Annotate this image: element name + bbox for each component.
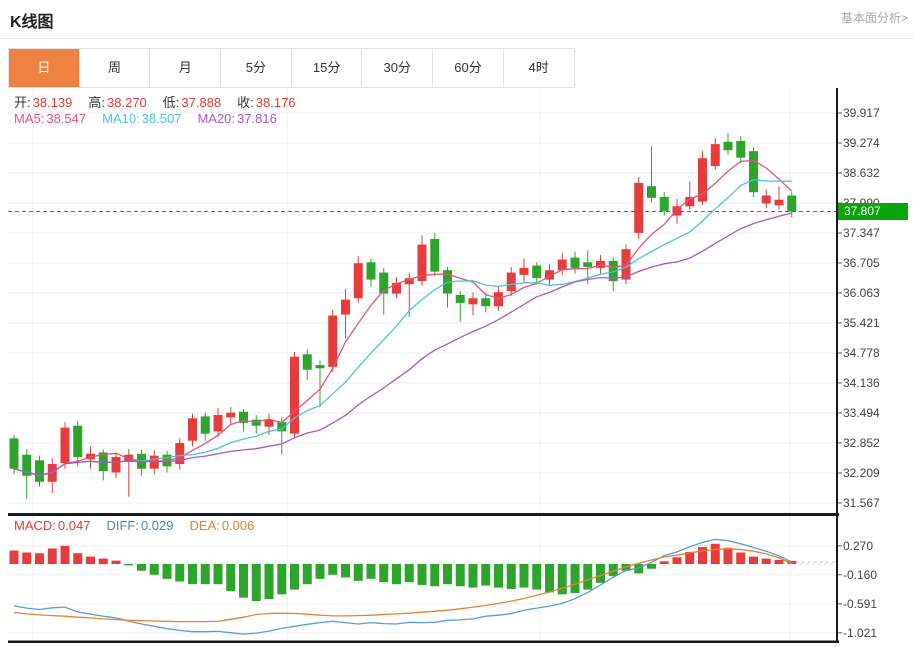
tab-60min[interactable]: 60分 — [433, 49, 504, 87]
svg-text:36.063: 36.063 — [843, 286, 880, 300]
current-price-tag: 37.807 — [838, 203, 908, 220]
legend-item: DIFF: 0.029 — [106, 518, 174, 533]
tab-4hour[interactable]: 4时 — [503, 49, 574, 87]
period-tabs: 日周月 5分 15分 30分 60分 4时 — [8, 48, 575, 88]
fundamental-analysis-link[interactable]: 基本面分析> — [840, 11, 908, 25]
legend-item: MA20: 37.816 — [197, 111, 277, 126]
macd-legend: MACD: 0.047 DIFF: 0.029 DEA: 0.006 — [14, 518, 270, 533]
svg-text:33.494: 33.494 — [843, 406, 880, 420]
svg-text:-0.591: -0.591 — [843, 597, 877, 611]
legend-item: 低: 37.888 — [162, 95, 222, 110]
tab-15min[interactable]: 15分 — [291, 49, 363, 87]
tab-day[interactable]: 日 — [9, 49, 80, 87]
tab-30min[interactable]: 30分 — [362, 49, 434, 87]
tab-5min[interactable]: 5分 — [221, 49, 292, 87]
legend-item: MA10: 38.507 — [102, 111, 182, 126]
svg-text:38.632: 38.632 — [843, 166, 880, 180]
svg-text:34.136: 34.136 — [843, 376, 880, 390]
svg-text:0.270: 0.270 — [843, 539, 873, 553]
svg-text:37.347: 37.347 — [843, 226, 880, 240]
svg-text:39.274: 39.274 — [843, 136, 880, 150]
svg-text:39.917: 39.917 — [843, 106, 880, 120]
svg-text:-1.021: -1.021 — [843, 626, 877, 640]
header: K线图 基本面分析> — [0, 0, 914, 39]
svg-text:36.705: 36.705 — [843, 256, 880, 270]
svg-text:31.567: 31.567 — [843, 496, 880, 510]
ohlc-legend: 开: 38.139 高: 38.270 低: 37.888 收: 38.176 — [14, 92, 312, 111]
svg-text:34.778: 34.778 — [843, 346, 880, 360]
svg-text:32.852: 32.852 — [843, 436, 880, 450]
svg-text:35.421: 35.421 — [843, 316, 880, 330]
legend-item: MA5: 38.547 — [14, 111, 87, 126]
svg-text:-0.160: -0.160 — [843, 568, 877, 582]
tab-week[interactable]: 周 — [79, 49, 151, 87]
svg-text:32.209: 32.209 — [843, 466, 880, 480]
legend-item: MACD: 0.047 — [14, 518, 91, 533]
legend-item: 开: 38.139 — [14, 95, 73, 110]
tab-month[interactable]: 月 — [150, 49, 222, 87]
legend-item: DEA: 0.006 — [189, 518, 255, 533]
page-title: K线图 — [10, 14, 54, 31]
ma-legend: MA5: 38.547 MA10: 38.507 MA20: 37.816 — [14, 111, 293, 126]
legend-item: 收: 38.176 — [237, 95, 296, 110]
legend-item: 高: 38.270 — [88, 95, 147, 110]
